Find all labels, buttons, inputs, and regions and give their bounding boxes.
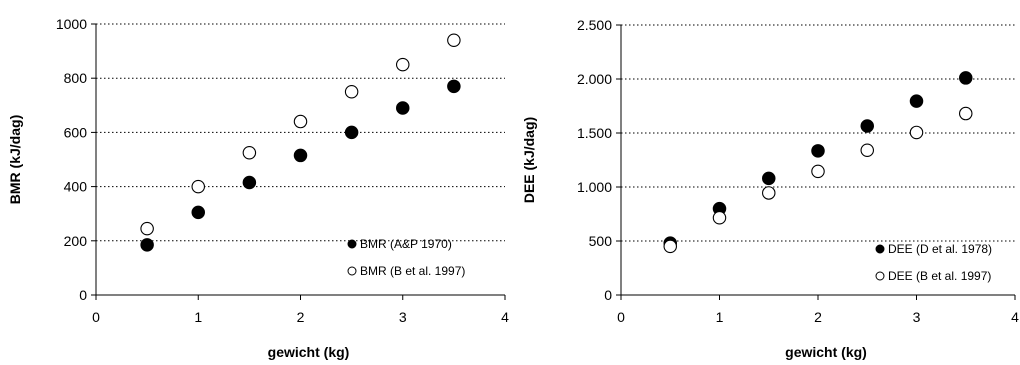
legend-label: DEE (B et al. 1997) [888, 269, 991, 283]
x-axis-label: gewicht (kg) [268, 344, 350, 360]
y-tick-label: 0 [79, 287, 87, 303]
y-tick-label: 600 [64, 124, 88, 140]
open-data-point [663, 239, 678, 254]
filled-data-point [395, 101, 410, 115]
y-tick-label: 200 [64, 233, 88, 249]
legend-marker-filled [347, 239, 357, 249]
filled-data-point [140, 238, 154, 252]
legend-marker-open [347, 266, 357, 276]
open-data-point [140, 221, 154, 236]
x-tick-label: 4 [1011, 309, 1019, 325]
open-data-point [811, 164, 825, 179]
x-tick-label: 3 [913, 309, 921, 325]
open-data-point [447, 33, 461, 48]
x-tick-label: 4 [501, 309, 509, 325]
filled-data-point [191, 205, 206, 220]
open-data-point [242, 145, 257, 160]
x-tick-label: 1 [194, 309, 202, 325]
open-data-point [344, 85, 359, 99]
filled-data-point [447, 79, 461, 94]
filled-data-point [811, 144, 825, 158]
open-data-point [293, 114, 308, 129]
bmr-chart: 0 200 400 600 800 1000 0 1 2 3 4 gewicht (kg) BMR (k… [7, 16, 509, 360]
filled-data-point [242, 175, 257, 190]
filled-data-point [762, 171, 776, 186]
y-tick-label: 2.500 [577, 17, 612, 33]
y-tick-label: 1.500 [577, 125, 612, 141]
dee-chart: 0 500 1.000 1.500 2.000 2.500 0 1 2 3 4 gewicht (kg… [521, 17, 1019, 360]
legend-label: BMR (B et al. 1997) [360, 264, 465, 278]
x-tick-label: 2 [814, 309, 822, 325]
x-axis-label: gewicht (kg) [785, 344, 867, 360]
y-tick-label: 400 [64, 179, 88, 195]
filled-data-point [958, 71, 973, 85]
y-tick-label: 500 [589, 233, 613, 249]
open-data-point [395, 57, 410, 72]
legend-marker-open [875, 271, 885, 281]
filled-data-point [293, 148, 308, 163]
y-tick-label: 1.000 [577, 179, 612, 195]
open-data-point [762, 186, 776, 200]
y-tick-label: 0 [604, 287, 612, 303]
legend-marker-filled [875, 244, 885, 254]
legend-label: DEE (D et al. 1978) [888, 242, 992, 256]
y-axis-label: DEE (kJ/dag) [521, 117, 537, 203]
y-tick-label: 1000 [56, 16, 87, 32]
open-data-point [712, 211, 727, 225]
open-data-point [958, 106, 973, 121]
y-tick-label: 2.000 [577, 71, 612, 87]
filled-data-point [860, 119, 874, 133]
open-data-point [860, 143, 874, 158]
x-tick-label: 3 [399, 309, 407, 325]
legend-label: BMR (A&P 1970) [360, 237, 452, 251]
filled-data-point [909, 94, 924, 108]
x-tick-label: 1 [716, 309, 724, 325]
open-data-point [191, 179, 206, 194]
x-tick-label: 0 [92, 309, 100, 325]
y-tick-label: 800 [64, 70, 88, 86]
filled-data-point [344, 125, 359, 140]
y-axis-label: BMR (kJ/dag) [7, 115, 23, 204]
open-data-point [909, 125, 924, 140]
x-tick-label: 2 [297, 309, 305, 325]
x-tick-label: 0 [617, 309, 625, 325]
